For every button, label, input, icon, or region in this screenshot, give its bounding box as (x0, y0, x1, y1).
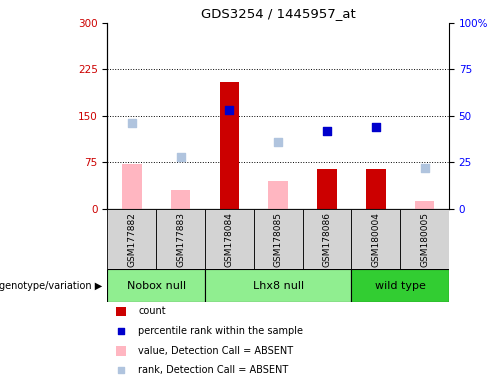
Text: GSM180005: GSM180005 (420, 212, 429, 266)
Bar (122, 164, 142, 209)
Text: GSM178084: GSM178084 (225, 212, 234, 266)
Point (274, 139, 282, 145)
Bar (351, 270, 449, 301)
Bar (171, 190, 190, 209)
Bar (415, 201, 434, 209)
Point (177, 154, 184, 160)
Text: percentile rank within the sample: percentile rank within the sample (138, 326, 303, 336)
Text: Lhx8 null: Lhx8 null (253, 281, 304, 291)
Bar (107, 209, 156, 270)
Title: GDS3254 / 1445957_at: GDS3254 / 1445957_at (201, 7, 356, 20)
Point (117, 328, 125, 334)
Bar (366, 169, 386, 209)
Bar (205, 209, 254, 270)
Bar (116, 346, 126, 356)
Bar (205, 270, 351, 301)
Bar (116, 306, 126, 316)
Text: wild type: wild type (375, 281, 426, 291)
Text: GSM178086: GSM178086 (323, 212, 331, 266)
Text: Nobox null: Nobox null (126, 281, 186, 291)
Point (225, 107, 233, 113)
Bar (268, 181, 288, 209)
Text: GSM177882: GSM177882 (127, 212, 136, 266)
Bar (156, 209, 205, 270)
Text: GSM178085: GSM178085 (274, 212, 283, 266)
Text: rank, Detection Call = ABSENT: rank, Detection Call = ABSENT (138, 365, 288, 375)
Point (128, 120, 136, 126)
Point (117, 367, 125, 373)
Text: GSM180004: GSM180004 (371, 212, 380, 266)
Bar (254, 209, 303, 270)
Bar (107, 270, 205, 301)
Point (421, 165, 428, 171)
Text: count: count (138, 306, 166, 316)
Text: GSM177883: GSM177883 (176, 212, 185, 266)
Bar (351, 209, 400, 270)
Point (372, 124, 380, 130)
Text: value, Detection Call = ABSENT: value, Detection Call = ABSENT (138, 346, 293, 356)
Bar (220, 82, 239, 209)
Point (323, 127, 331, 134)
Bar (303, 209, 351, 270)
Text: genotype/variation ▶: genotype/variation ▶ (0, 281, 102, 291)
Bar (400, 209, 449, 270)
Bar (317, 169, 337, 209)
